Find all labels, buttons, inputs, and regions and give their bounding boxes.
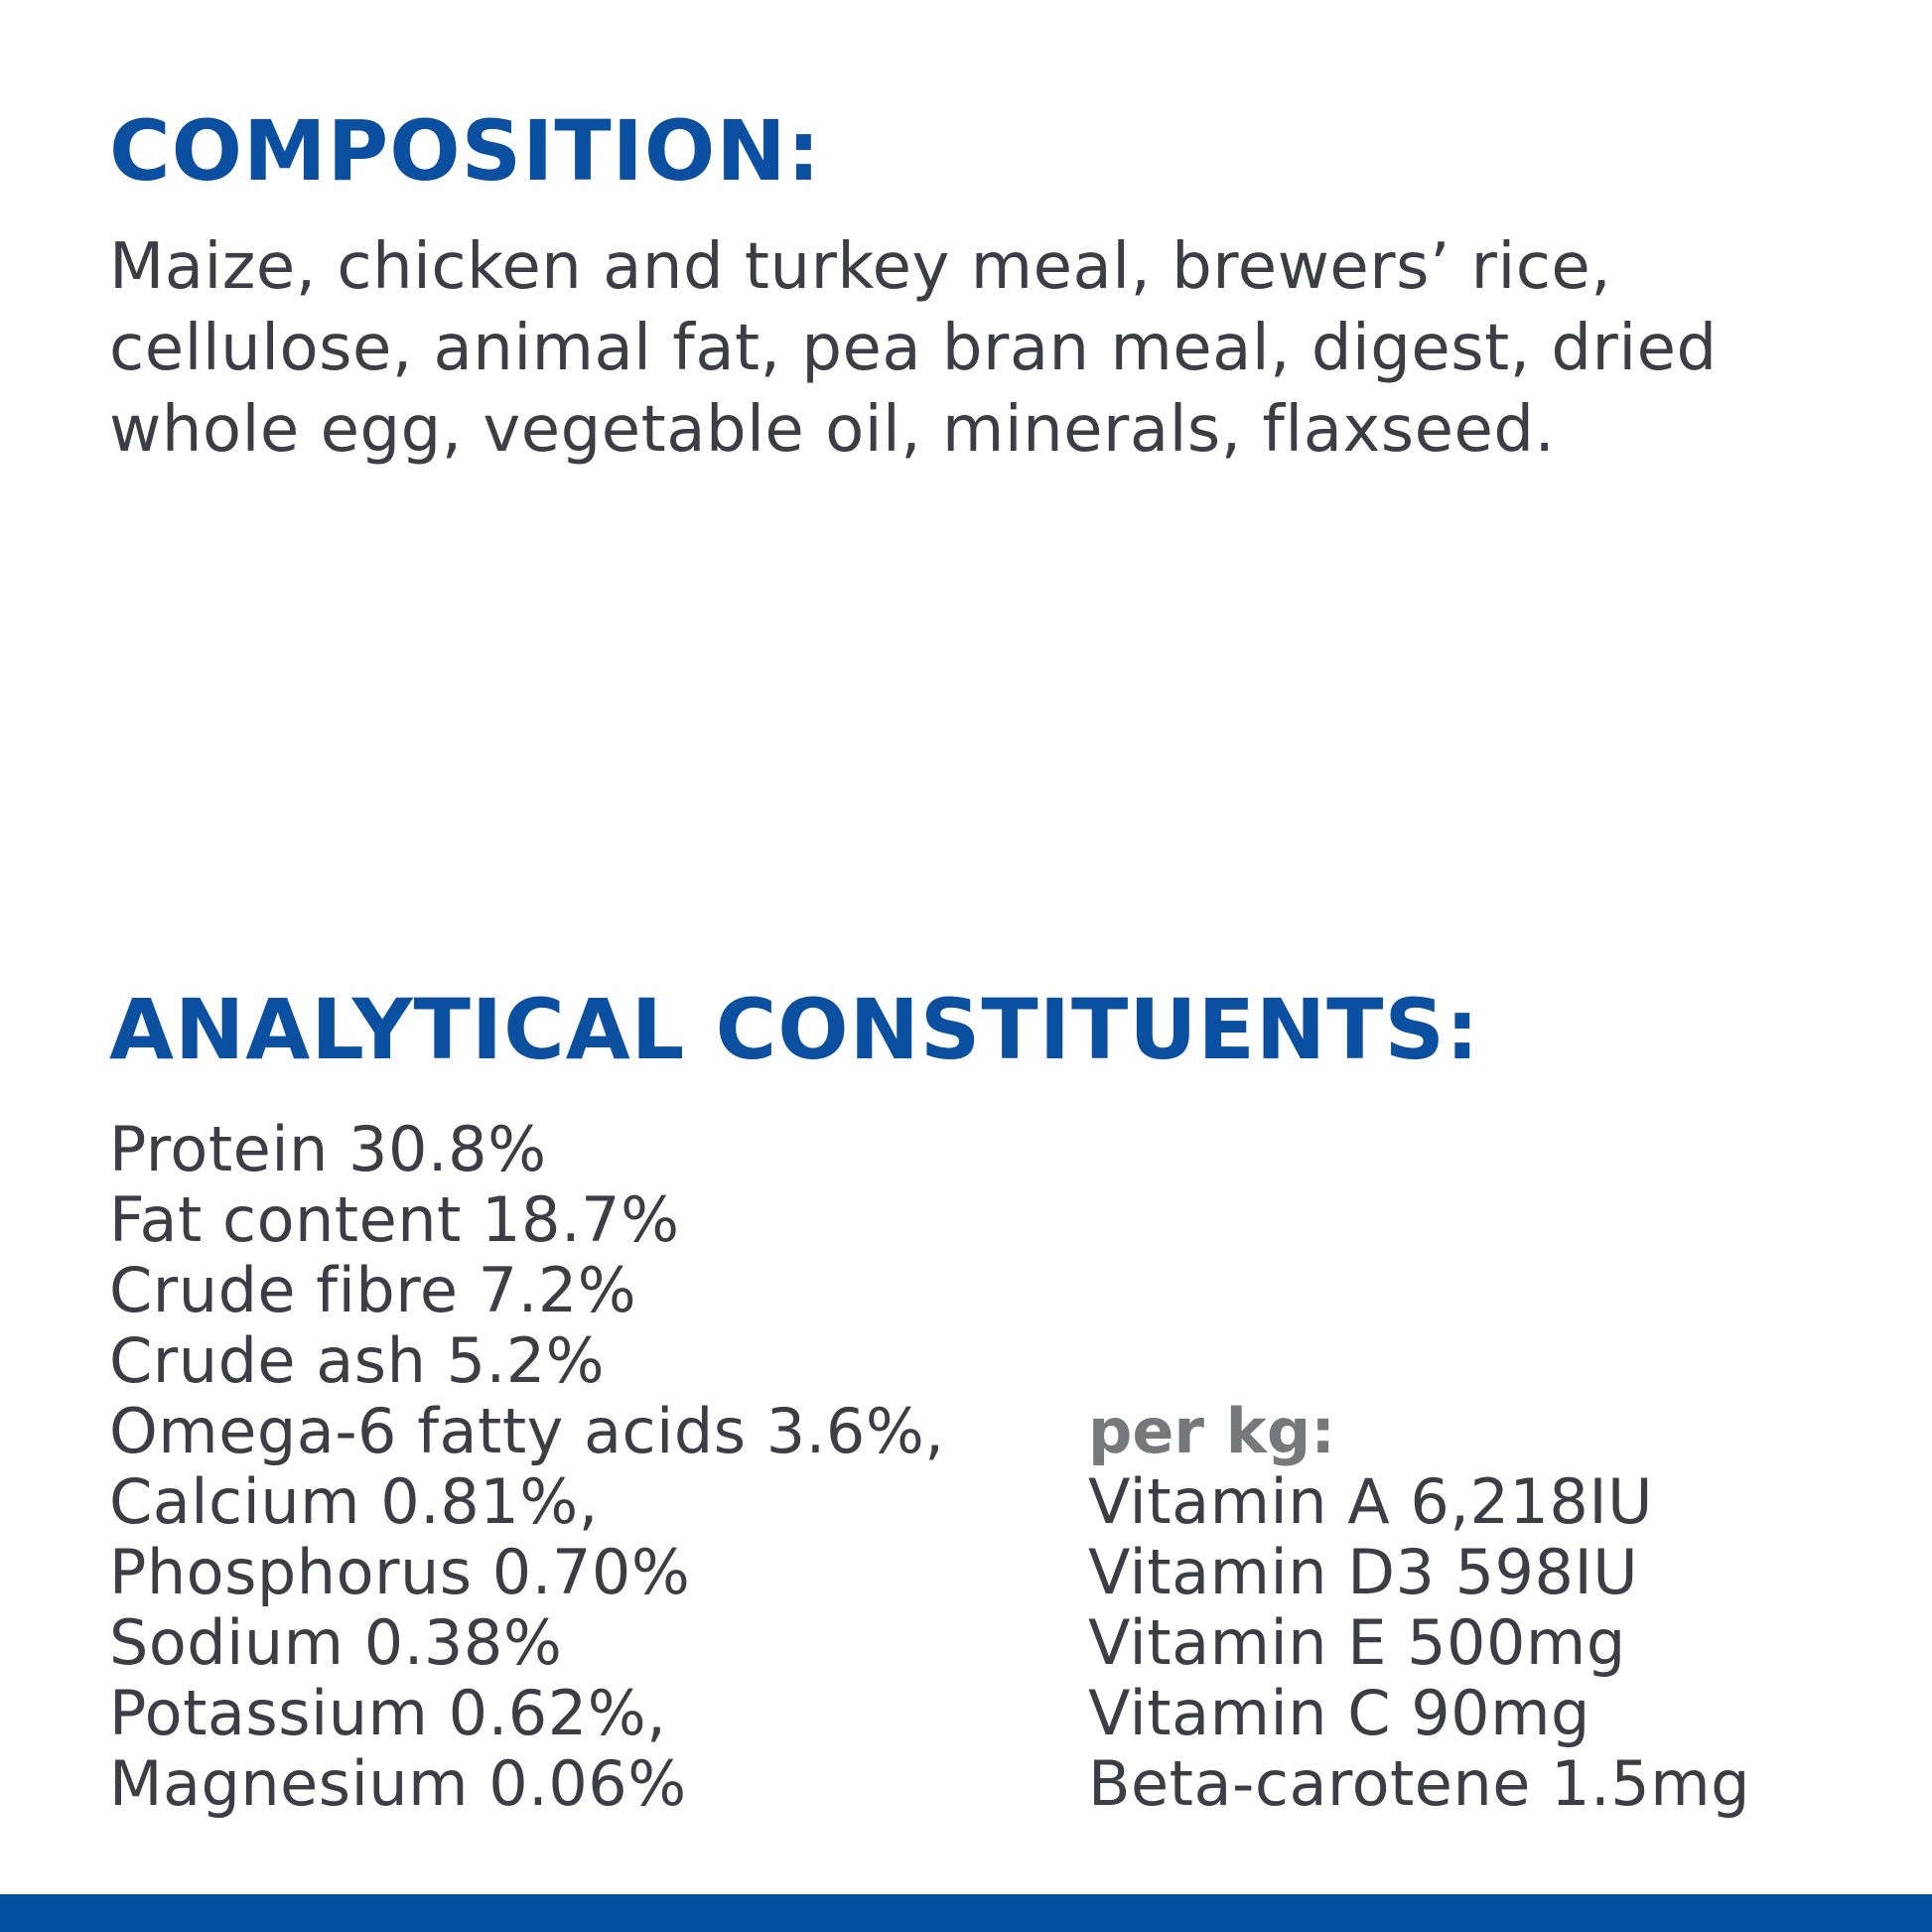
list-item: Crude fibre 7.2% xyxy=(109,1254,637,1326)
footer-bar xyxy=(0,1894,1932,1932)
list-item: Beta-carotene 1.5mg xyxy=(1088,1747,1750,1820)
list-item: Vitamin C 90mg xyxy=(1088,1677,1590,1749)
per-kg-list: Vitamin A 6,218IU Vitamin D3 598IU Vitam… xyxy=(1088,1466,1750,1819)
composition-text: Maize, chicken and turkey meal, brewers’… xyxy=(109,230,1718,467)
per-kg-label: per kg: xyxy=(1088,1395,1335,1467)
list-item: Magnesium 0.06% xyxy=(109,1747,687,1820)
list-item: Calcium 0.81%, xyxy=(109,1465,599,1538)
list-item: Protein 30.8% xyxy=(109,1113,547,1185)
composition-heading: COMPOSITION: xyxy=(109,102,822,200)
list-item: Vitamin E 500mg xyxy=(1088,1606,1626,1679)
list-item: Sodium 0.38% xyxy=(109,1606,563,1679)
list-item: Potassium 0.62%, xyxy=(109,1677,667,1749)
analytical-constituents-heading: ANALYTICAL CONSTITUENTS: xyxy=(109,981,1480,1078)
list-item: Fat content 18.7% xyxy=(109,1183,680,1256)
list-item: Omega-6 fatty acids 3.6%, xyxy=(109,1395,945,1467)
list-item: Phosphorus 0.70% xyxy=(109,1536,691,1608)
constituents-list: Protein 30.8% Fat content 18.7% Crude fi… xyxy=(109,1114,944,1819)
list-item: Vitamin A 6,218IU xyxy=(1088,1465,1653,1538)
list-item: Vitamin D3 598IU xyxy=(1088,1536,1639,1608)
list-item: Crude ash 5.2% xyxy=(109,1324,606,1397)
